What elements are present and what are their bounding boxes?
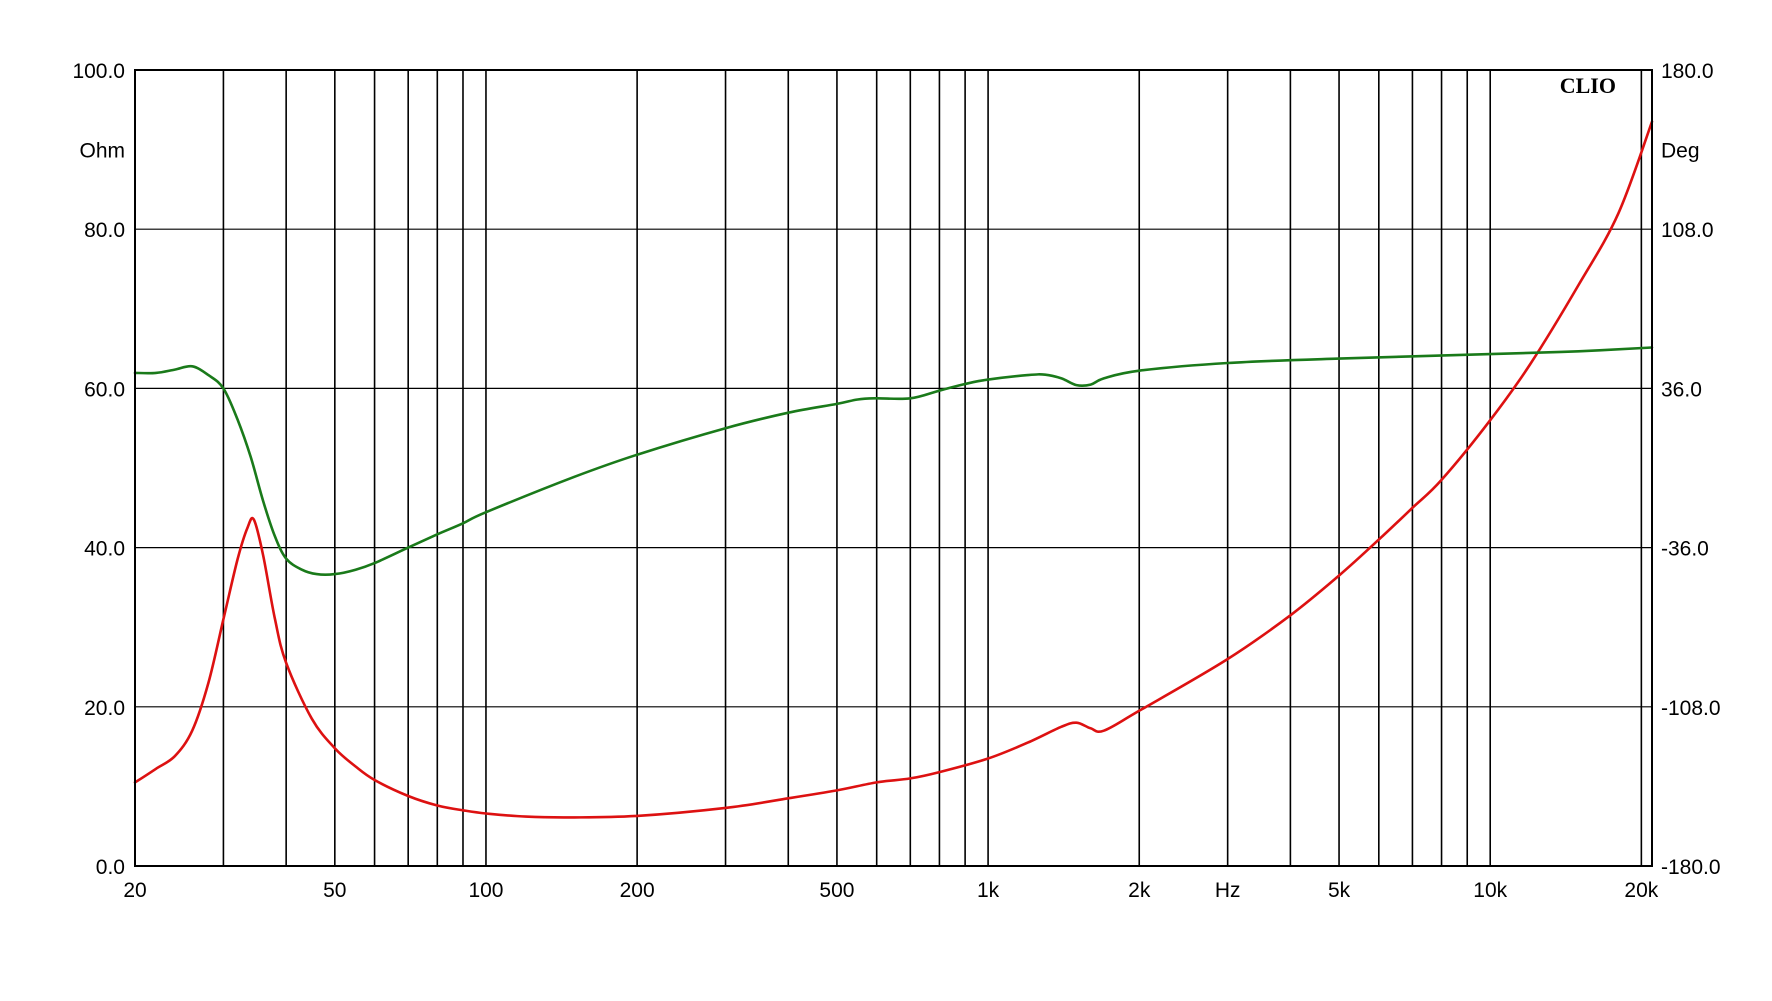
y-left-tick-label: 60.0 bbox=[84, 378, 125, 401]
x-unit-label: Hz bbox=[1215, 879, 1241, 902]
impedance-curve bbox=[133, 120, 1654, 819]
y-right-tick-label: -36.0 bbox=[1661, 538, 1709, 561]
y-left-tick-label: 80.0 bbox=[84, 219, 125, 242]
y-left-tick-label: 100.0 bbox=[72, 60, 125, 83]
y-left-tick-label: 40.0 bbox=[84, 538, 125, 561]
y-left-unit-label: Ohm bbox=[79, 140, 125, 163]
y-right-tick-label: -180.0 bbox=[1661, 856, 1721, 879]
y-right-tick-label: -108.0 bbox=[1661, 697, 1721, 720]
x-tick-label: 100 bbox=[468, 879, 503, 902]
y-right-tick-label: 108.0 bbox=[1661, 219, 1714, 242]
x-tick-label: 50 bbox=[323, 879, 346, 902]
plot-frame bbox=[134, 69, 1653, 867]
x-tick-label: 200 bbox=[620, 879, 655, 902]
x-tick-label: 10k bbox=[1473, 879, 1507, 902]
x-tick-label: 20 bbox=[123, 879, 146, 902]
y-right-unit-label: Deg bbox=[1661, 140, 1700, 163]
grid bbox=[135, 69, 1652, 867]
x-tick-label: 5k bbox=[1328, 879, 1351, 902]
x-tick-label: 20k bbox=[1624, 879, 1658, 902]
y-right-tick-label: 180.0 bbox=[1661, 60, 1714, 83]
y-left-tick-label: 20.0 bbox=[84, 697, 125, 720]
y-left-tick-label: 0.0 bbox=[96, 856, 125, 879]
y-right-tick-label: 36.0 bbox=[1661, 378, 1702, 401]
x-tick-label: 1k bbox=[977, 879, 1000, 902]
curves bbox=[133, 120, 1654, 819]
phase-curve bbox=[133, 346, 1654, 576]
axis-labels: 20 50 100 200 500 1k 2k 5k 10k 20k Hz 0.0 20.0 40.0 60… bbox=[72, 60, 1720, 902]
brand-label: CLIO bbox=[1560, 73, 1616, 98]
x-tick-label: 2k bbox=[1128, 879, 1151, 902]
x-tick-label: 500 bbox=[819, 879, 854, 902]
